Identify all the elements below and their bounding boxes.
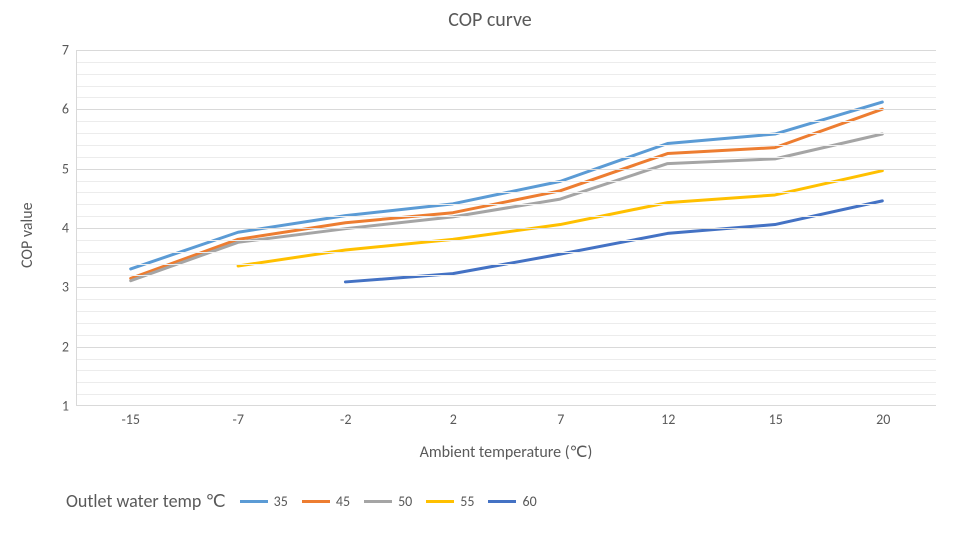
chart-title: COP curve xyxy=(0,8,980,32)
legend-label: 45 xyxy=(336,493,350,510)
legend-item-50: 50 xyxy=(364,493,412,510)
legend-label: 55 xyxy=(460,493,474,510)
x-tick: 12 xyxy=(661,405,675,428)
y-tick: 3 xyxy=(62,279,77,296)
x-axis-label: Ambient temperature (℃) xyxy=(76,442,936,462)
legend-swatch xyxy=(364,500,392,503)
grid-minor xyxy=(77,394,936,395)
x-tick: 20 xyxy=(876,405,890,428)
legend-label: 35 xyxy=(274,493,288,510)
grid-minor xyxy=(77,145,936,146)
grid-minor xyxy=(77,299,936,300)
plot-area: 1234567-15-7-227121520 xyxy=(76,50,936,406)
grid-minor xyxy=(77,252,936,253)
grid-minor xyxy=(77,275,936,276)
y-tick: 6 xyxy=(62,101,77,118)
grid-major xyxy=(77,50,936,51)
x-tick: -7 xyxy=(233,405,244,428)
x-tick: 7 xyxy=(557,405,564,428)
y-tick: 1 xyxy=(62,398,77,415)
y-tick: 7 xyxy=(62,42,77,59)
grid-minor xyxy=(77,181,936,182)
y-tick: 4 xyxy=(62,220,77,237)
grid-minor xyxy=(77,359,936,360)
grid-minor xyxy=(77,192,936,193)
cop-chart: COP curve COP value 1234567-15-7-2271215… xyxy=(0,0,980,536)
grid-minor xyxy=(77,323,936,324)
grid-minor xyxy=(77,382,936,383)
grid-major xyxy=(77,169,936,170)
grid-minor xyxy=(77,86,936,87)
legend: Outlet water temp ℃ 35 45 50 55 60 xyxy=(66,490,537,512)
grid-minor xyxy=(77,240,936,241)
grid-minor xyxy=(77,74,936,75)
y-tick: 2 xyxy=(62,338,77,355)
legend-item-60: 60 xyxy=(488,493,536,510)
legend-item-45: 45 xyxy=(302,493,350,510)
legend-title: Outlet water temp ℃ xyxy=(66,490,226,512)
legend-swatch xyxy=(240,500,268,503)
x-tick: 2 xyxy=(450,405,457,428)
grid-minor xyxy=(77,133,936,134)
grid-major xyxy=(77,228,936,229)
grid-minor xyxy=(77,97,936,98)
legend-swatch xyxy=(302,500,330,503)
grid-minor xyxy=(77,335,936,336)
grid-minor xyxy=(77,62,936,63)
grid-minor xyxy=(77,204,936,205)
legend-swatch xyxy=(426,500,454,503)
grid-minor xyxy=(77,264,936,265)
y-axis-label: COP value xyxy=(18,202,37,268)
grid-major xyxy=(77,109,936,110)
legend-item-55: 55 xyxy=(426,493,474,510)
grid-major xyxy=(77,347,936,348)
x-tick: -15 xyxy=(122,405,140,428)
legend-item-35: 35 xyxy=(240,493,288,510)
grid-minor xyxy=(77,121,936,122)
legend-swatch xyxy=(488,500,516,503)
x-tick: -2 xyxy=(340,405,351,428)
grid-minor xyxy=(77,157,936,158)
legend-label: 50 xyxy=(398,493,412,510)
grid-minor xyxy=(77,216,936,217)
grid-minor xyxy=(77,311,936,312)
y-tick: 5 xyxy=(62,160,77,177)
grid-major xyxy=(77,287,936,288)
x-tick: 15 xyxy=(769,405,783,428)
grid-minor xyxy=(77,370,936,371)
series-35 xyxy=(131,102,883,269)
legend-label: 60 xyxy=(522,493,536,510)
